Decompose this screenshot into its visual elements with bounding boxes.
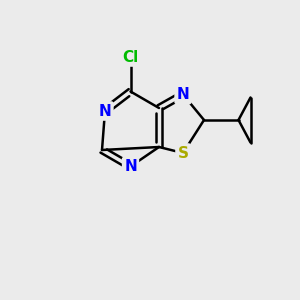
Text: S: S (178, 146, 188, 160)
Text: N: N (177, 87, 189, 102)
Text: Cl: Cl (122, 50, 139, 64)
Text: N: N (124, 159, 137, 174)
Text: N: N (99, 103, 111, 118)
